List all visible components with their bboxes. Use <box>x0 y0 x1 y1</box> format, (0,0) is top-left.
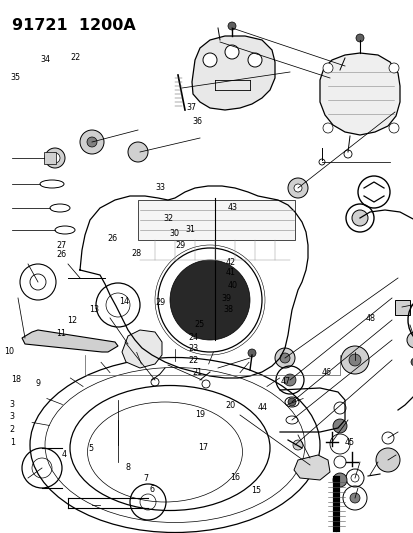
Text: 14: 14 <box>119 297 129 305</box>
Polygon shape <box>192 36 274 110</box>
Polygon shape <box>293 455 329 480</box>
Circle shape <box>287 398 295 406</box>
Text: 25: 25 <box>194 320 204 328</box>
Text: 29: 29 <box>155 298 165 307</box>
Text: 47: 47 <box>280 377 290 385</box>
Text: 27: 27 <box>56 241 66 249</box>
Text: 39: 39 <box>221 294 231 303</box>
Text: 3: 3 <box>10 400 15 408</box>
Text: 22: 22 <box>70 53 80 62</box>
Text: 26: 26 <box>107 235 117 243</box>
Polygon shape <box>22 330 118 352</box>
Circle shape <box>228 22 235 30</box>
Text: 30: 30 <box>169 229 179 238</box>
Text: 23: 23 <box>188 344 198 353</box>
Text: 16: 16 <box>230 473 240 481</box>
Text: 37: 37 <box>186 103 196 112</box>
Text: 20: 20 <box>225 401 235 409</box>
Circle shape <box>355 34 363 42</box>
Circle shape <box>128 142 147 162</box>
Circle shape <box>340 346 368 374</box>
Text: 35: 35 <box>11 73 21 82</box>
Text: 10: 10 <box>4 348 14 356</box>
Text: 21: 21 <box>192 368 202 376</box>
Circle shape <box>274 348 294 368</box>
Circle shape <box>332 473 346 487</box>
Circle shape <box>322 123 332 133</box>
Text: 91721  1200A: 91721 1200A <box>12 18 135 33</box>
Circle shape <box>87 137 97 147</box>
Text: 2: 2 <box>10 425 15 434</box>
Circle shape <box>45 148 65 168</box>
Text: 44: 44 <box>257 403 267 412</box>
Text: 4: 4 <box>62 450 66 458</box>
Text: 28: 28 <box>131 249 141 257</box>
Text: 43: 43 <box>227 204 237 212</box>
Circle shape <box>348 354 360 366</box>
Circle shape <box>247 53 261 67</box>
Polygon shape <box>138 200 294 240</box>
Circle shape <box>351 210 367 226</box>
Text: 15: 15 <box>251 486 261 495</box>
Polygon shape <box>319 53 399 135</box>
Circle shape <box>224 45 238 59</box>
Text: 42: 42 <box>225 258 235 266</box>
Text: 5: 5 <box>88 445 93 453</box>
Circle shape <box>170 260 249 340</box>
Text: 1: 1 <box>10 438 15 447</box>
Circle shape <box>410 358 413 366</box>
Circle shape <box>80 130 104 154</box>
Text: 3: 3 <box>10 413 15 421</box>
Circle shape <box>283 374 295 386</box>
Polygon shape <box>394 300 409 315</box>
Text: 34: 34 <box>40 55 50 64</box>
Circle shape <box>349 493 359 503</box>
Circle shape <box>406 332 413 348</box>
Circle shape <box>293 184 301 192</box>
Text: 33: 33 <box>155 183 165 192</box>
Text: 29: 29 <box>175 241 185 249</box>
Text: 41: 41 <box>225 269 235 277</box>
Text: 46: 46 <box>320 368 330 376</box>
Text: 12: 12 <box>67 317 77 325</box>
Text: 8: 8 <box>126 464 131 472</box>
Circle shape <box>202 53 216 67</box>
Polygon shape <box>122 330 161 368</box>
Text: 45: 45 <box>344 438 354 447</box>
Text: 26: 26 <box>56 251 66 259</box>
Text: 48: 48 <box>365 314 375 323</box>
Circle shape <box>287 178 307 198</box>
Circle shape <box>388 123 398 133</box>
Circle shape <box>247 349 255 357</box>
Circle shape <box>50 153 60 163</box>
Text: 7: 7 <box>143 474 148 483</box>
Text: 19: 19 <box>195 410 205 419</box>
Text: 24: 24 <box>188 334 198 342</box>
Circle shape <box>292 440 302 450</box>
Text: 6: 6 <box>150 485 154 494</box>
Text: 11: 11 <box>56 329 66 337</box>
Circle shape <box>322 63 332 73</box>
Polygon shape <box>44 152 56 164</box>
Text: 40: 40 <box>227 281 237 289</box>
Text: 13: 13 <box>89 305 99 313</box>
Text: 9: 9 <box>36 379 40 388</box>
Text: 18: 18 <box>11 375 21 384</box>
Circle shape <box>375 448 399 472</box>
Text: 32: 32 <box>164 214 173 223</box>
Circle shape <box>279 353 289 363</box>
Circle shape <box>388 63 398 73</box>
Text: 31: 31 <box>185 225 195 233</box>
Text: 22: 22 <box>188 356 198 365</box>
Text: 36: 36 <box>192 117 202 126</box>
Circle shape <box>332 419 346 433</box>
Text: 17: 17 <box>197 443 207 452</box>
Text: 38: 38 <box>223 305 233 313</box>
